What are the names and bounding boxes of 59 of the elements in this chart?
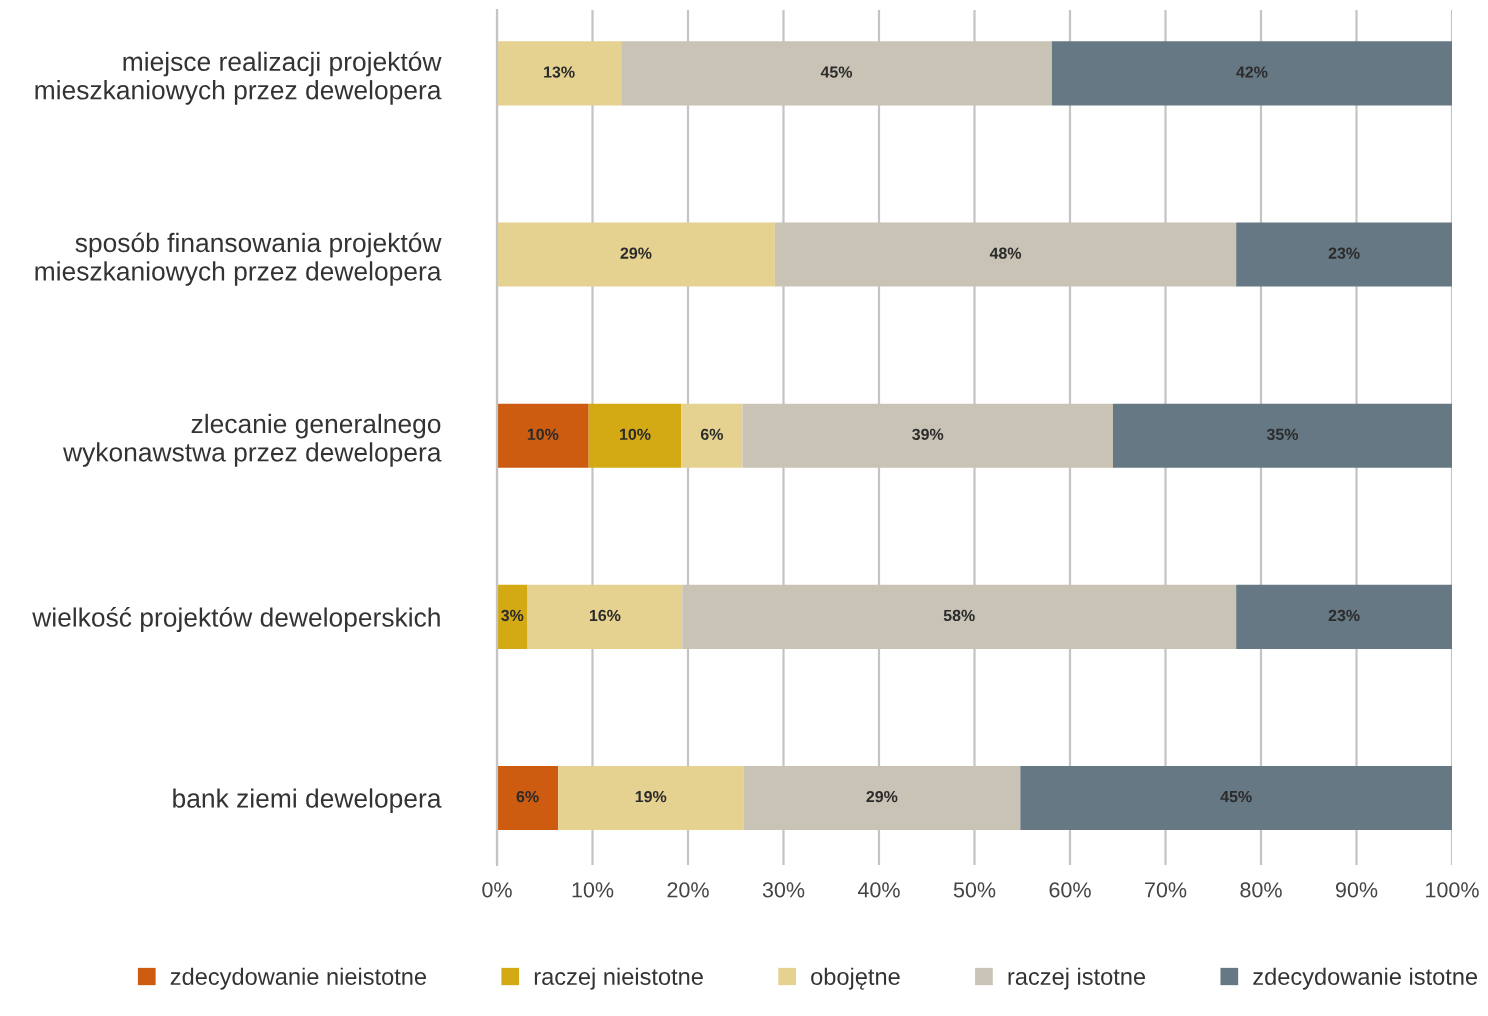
bar <box>1112 403 1452 468</box>
bar <box>681 403 743 468</box>
data-label: 45% <box>820 66 853 78</box>
bar <box>742 403 1113 468</box>
data-label: 29% <box>866 790 898 803</box>
data-label: 23% <box>1328 247 1360 259</box>
legend-label: zdecydowanie istotne <box>1253 967 1478 990</box>
legend-label: obojętne <box>811 967 900 990</box>
bar <box>1236 222 1452 287</box>
data-label: 39% <box>912 428 944 440</box>
x-tick-label: 70% <box>1145 882 1187 898</box>
bar <box>1051 41 1452 106</box>
x-tick-label: 0% <box>482 882 512 898</box>
legend-label: raczej istotne <box>1008 967 1146 990</box>
x-tick-label: 100% <box>1426 882 1479 898</box>
data-label: 3% <box>501 609 524 622</box>
bar <box>1236 584 1452 649</box>
y-tick-label: bank ziemi dewelopera <box>173 788 442 814</box>
data-label: 6% <box>700 428 723 440</box>
bar <box>1020 765 1452 831</box>
bar <box>497 584 528 649</box>
x-tick-label: 50% <box>953 882 996 898</box>
data-label: 45% <box>1220 790 1252 803</box>
y-tick-label: zlecanie generalnego wykonawstwa przez dewelopera <box>63 413 442 467</box>
data-label: 42% <box>1236 66 1268 78</box>
data-label: 6% <box>516 790 539 803</box>
data-label: 16% <box>589 609 621 622</box>
x-tick-label: 40% <box>857 882 900 898</box>
y-tick-label: sposób finansowania projektów mieszkaniowych przez dewelopera <box>35 232 442 286</box>
bar <box>527 584 683 649</box>
y-tick-label: wielkość projektów deweloperskich <box>32 607 440 633</box>
bar <box>497 41 622 106</box>
data-label: 10% <box>527 428 559 440</box>
data-label: 48% <box>989 247 1022 259</box>
bar <box>682 584 1237 649</box>
bar <box>558 765 744 831</box>
bar <box>497 222 775 287</box>
data-label: 35% <box>1266 428 1299 440</box>
bar <box>621 41 1052 106</box>
data-label: 13% <box>544 66 575 78</box>
bar <box>588 403 682 468</box>
bar <box>774 222 1237 287</box>
bar <box>497 765 559 831</box>
x-tick-label: 10% <box>572 882 614 898</box>
data-label: 29% <box>620 247 652 259</box>
data-label: 10% <box>620 428 651 440</box>
data-label: 19% <box>635 790 667 803</box>
legend-label: raczej nieistotne <box>534 967 703 990</box>
x-tick-label: 30% <box>762 882 805 898</box>
x-tick-label: 90% <box>1335 882 1378 898</box>
y-tick-label: miejsce realizacji projektów mieszkaniowych przez dewelopera <box>35 51 442 105</box>
x-tick-label: 20% <box>667 882 709 898</box>
data-label: 58% <box>943 609 975 622</box>
bar <box>497 403 589 468</box>
bar <box>743 765 1021 831</box>
data-label: 23% <box>1328 609 1360 622</box>
legend-label: zdecydowanie nieistotne <box>170 967 426 990</box>
x-tick-label: 60% <box>1049 882 1091 898</box>
x-tick-label: 80% <box>1240 882 1282 898</box>
